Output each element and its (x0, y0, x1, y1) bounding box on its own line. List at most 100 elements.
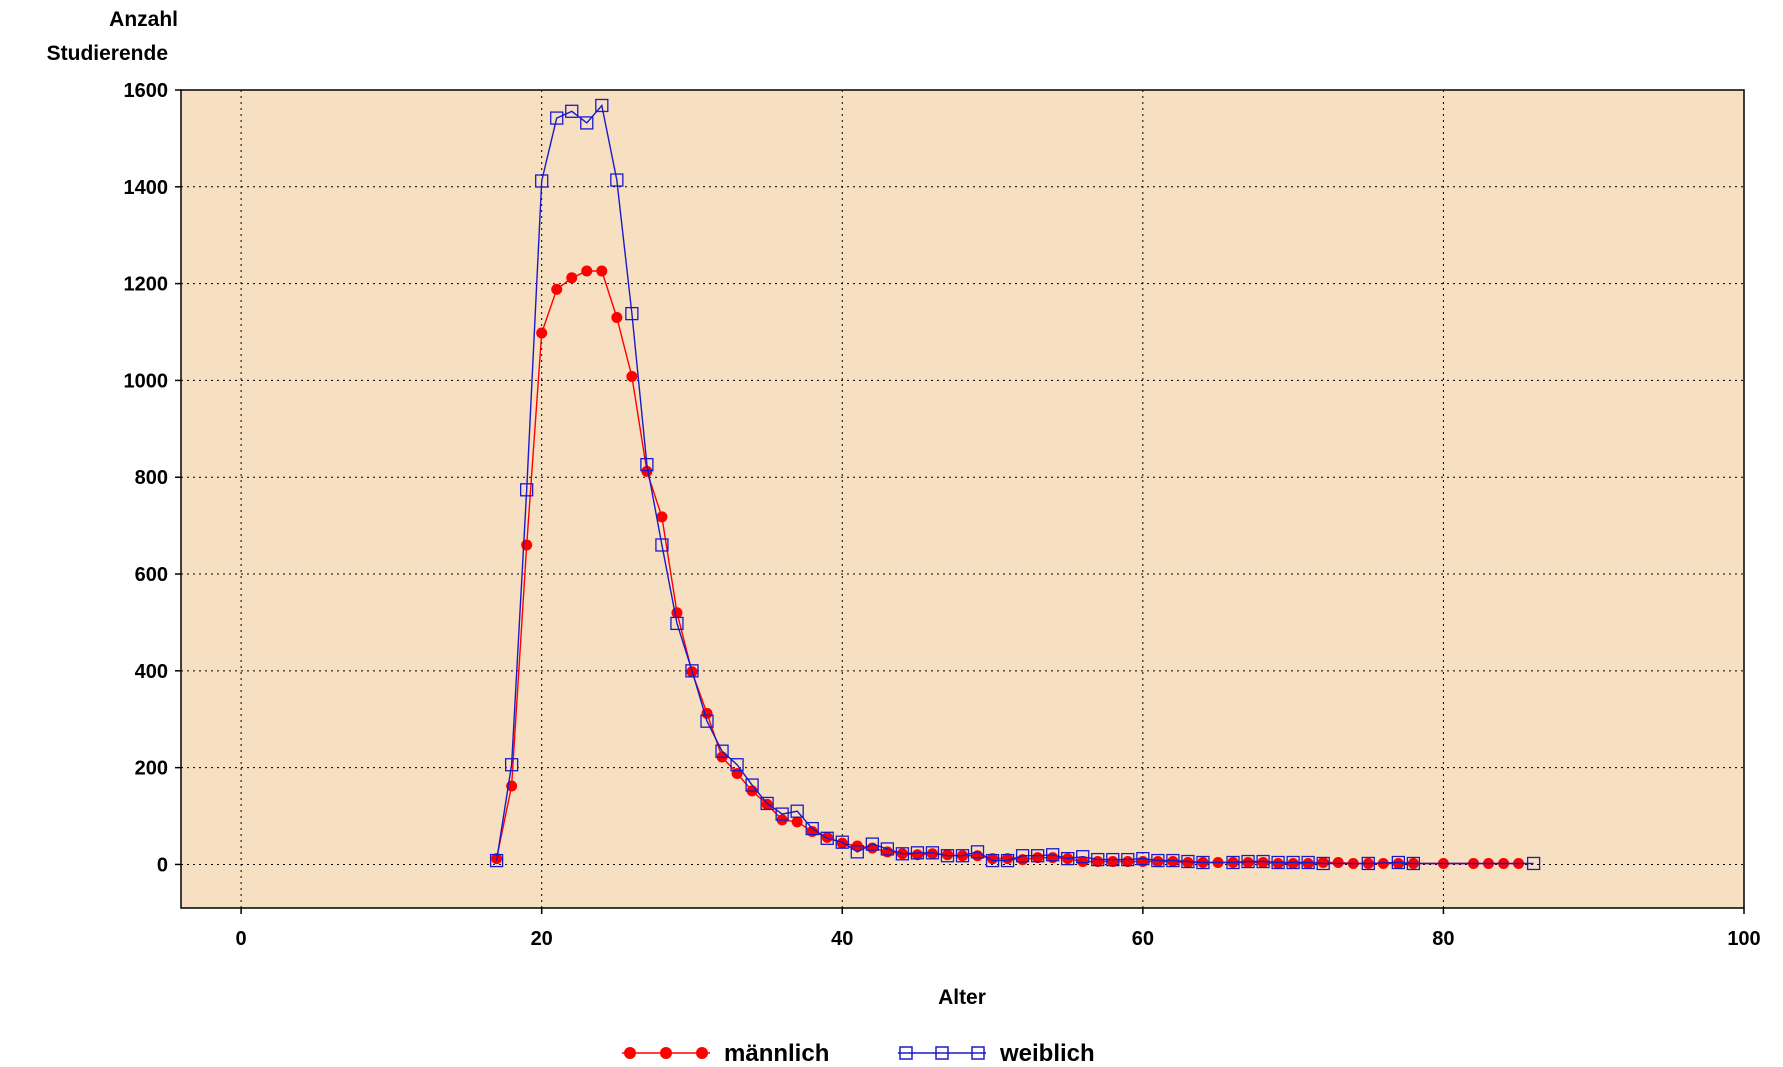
plot-area (181, 90, 1744, 908)
data-point-maennlich (671, 607, 683, 619)
data-point-weiblich (595, 98, 609, 113)
data-point-weiblich (1301, 855, 1315, 870)
data-point-weiblich (1256, 854, 1270, 869)
data-point-weiblich (1406, 856, 1421, 871)
y-tick-label: 200 (135, 758, 168, 780)
data-point-maennlich (1107, 856, 1119, 868)
x-tick-label: 20 (531, 928, 553, 950)
y-tick-label: 1400 (124, 177, 169, 199)
x-tick-label: 60 (1132, 928, 1154, 950)
data-point-weiblich (730, 758, 744, 772)
data-point-maennlich (581, 265, 593, 277)
data-point-maennlich (1317, 857, 1329, 869)
legend-marker-maennlich (624, 1047, 636, 1059)
legend-marker-weiblich (935, 1046, 949, 1060)
y-axis-title-line-1: Anzahl (109, 8, 178, 31)
data-point-maennlich (1182, 857, 1194, 869)
data-point-weiblich (1076, 850, 1090, 864)
data-point-maennlich (1242, 857, 1254, 869)
y-tick-label: 0 (157, 854, 168, 876)
data-point-weiblich (880, 842, 895, 856)
data-point-weiblich (640, 457, 654, 472)
data-point-weiblich (504, 758, 519, 772)
data-point-weiblich (925, 846, 940, 860)
data-point-weiblich (985, 853, 1000, 868)
data-point-maennlich (566, 272, 578, 284)
data-point-maennlich (1332, 857, 1344, 869)
data-point-weiblich (715, 744, 729, 758)
data-point-weiblich (1151, 853, 1165, 868)
data-point-weiblich (805, 821, 819, 836)
data-point-weiblich (489, 853, 504, 868)
legend-item-maennlich: männlich (622, 1040, 829, 1067)
y-tick-label: 400 (135, 661, 168, 683)
data-point-weiblich (535, 174, 549, 188)
y-axis-title-line-2: Studierende (47, 42, 168, 65)
data-point-maennlich (941, 849, 953, 861)
data-point-weiblich (910, 846, 925, 860)
data-point-weiblich (955, 849, 970, 863)
data-point-maennlich (641, 465, 653, 477)
data-point-weiblich (670, 616, 684, 631)
data-point-weiblich (895, 847, 910, 861)
x-tick-label: 0 (236, 928, 247, 950)
data-point-weiblich (1286, 855, 1300, 870)
data-point-weiblich (835, 835, 849, 849)
data-point-maennlich (611, 311, 623, 323)
data-point-maennlich (1137, 856, 1149, 868)
data-point-weiblich (1196, 855, 1210, 870)
y-tick-label: 1600 (124, 80, 169, 102)
data-point-weiblich (1106, 852, 1120, 867)
data-point-maennlich (1047, 852, 1059, 864)
y-tick-label: 1000 (124, 370, 169, 392)
data-point-weiblich (1046, 848, 1060, 862)
data-point-weiblich (1391, 855, 1405, 870)
data-point-weiblich (520, 483, 534, 497)
data-point-weiblich (850, 845, 864, 859)
data-point-maennlich (821, 831, 833, 843)
data-point-maennlich (911, 849, 923, 861)
x-tick-label: 80 (1432, 928, 1454, 950)
data-point-maennlich (1002, 853, 1014, 865)
data-point-maennlich (551, 283, 563, 295)
data-point-weiblich (1121, 852, 1135, 867)
data-point-maennlich (761, 798, 773, 810)
data-point-maennlich (1152, 856, 1164, 868)
data-point-weiblich (1316, 856, 1330, 871)
data-point-weiblich (1241, 854, 1255, 869)
data-point-weiblich (1181, 854, 1195, 869)
legend: männlich weiblich (622, 1040, 1095, 1067)
series-layer (489, 98, 1541, 871)
data-point-weiblich (1526, 856, 1541, 871)
data-point-weiblich (970, 845, 985, 859)
data-point-weiblich (1061, 851, 1075, 866)
data-point-weiblich (1361, 856, 1375, 871)
y-tick-label: 1200 (124, 274, 169, 296)
series-line-weiblich (495, 103, 1534, 865)
axis-ticks: 0 20 40 60 80 1000200400600800100012001400160… (124, 80, 1761, 950)
y-tick-label: 600 (135, 564, 168, 586)
legend-item-weiblich: weiblich (898, 1040, 1095, 1067)
legend-label-weiblich: weiblich (999, 1040, 1095, 1067)
legend-marker-maennlich (660, 1047, 672, 1059)
data-point-maennlich (1272, 857, 1284, 869)
data-point-weiblich (865, 837, 879, 851)
data-point-weiblich (760, 796, 774, 811)
data-point-maennlich (1302, 857, 1314, 869)
data-point-maennlich (926, 848, 938, 860)
data-point-maennlich (1392, 857, 1404, 869)
data-point-weiblich (700, 714, 714, 728)
data-point-weiblich (550, 111, 564, 125)
data-point-weiblich (565, 104, 579, 118)
y-tick-label: 800 (135, 467, 168, 489)
data-point-weiblich (1091, 852, 1105, 867)
data-point-weiblich (820, 831, 834, 845)
legend-marker-weiblich (899, 1046, 913, 1060)
data-point-weiblich (1015, 849, 1030, 863)
x-tick-label: 40 (831, 928, 853, 950)
data-point-weiblich (685, 664, 699, 678)
data-point-maennlich (791, 816, 803, 828)
data-point-maennlich (656, 511, 668, 523)
x-tick-label: 100 (1727, 928, 1760, 950)
